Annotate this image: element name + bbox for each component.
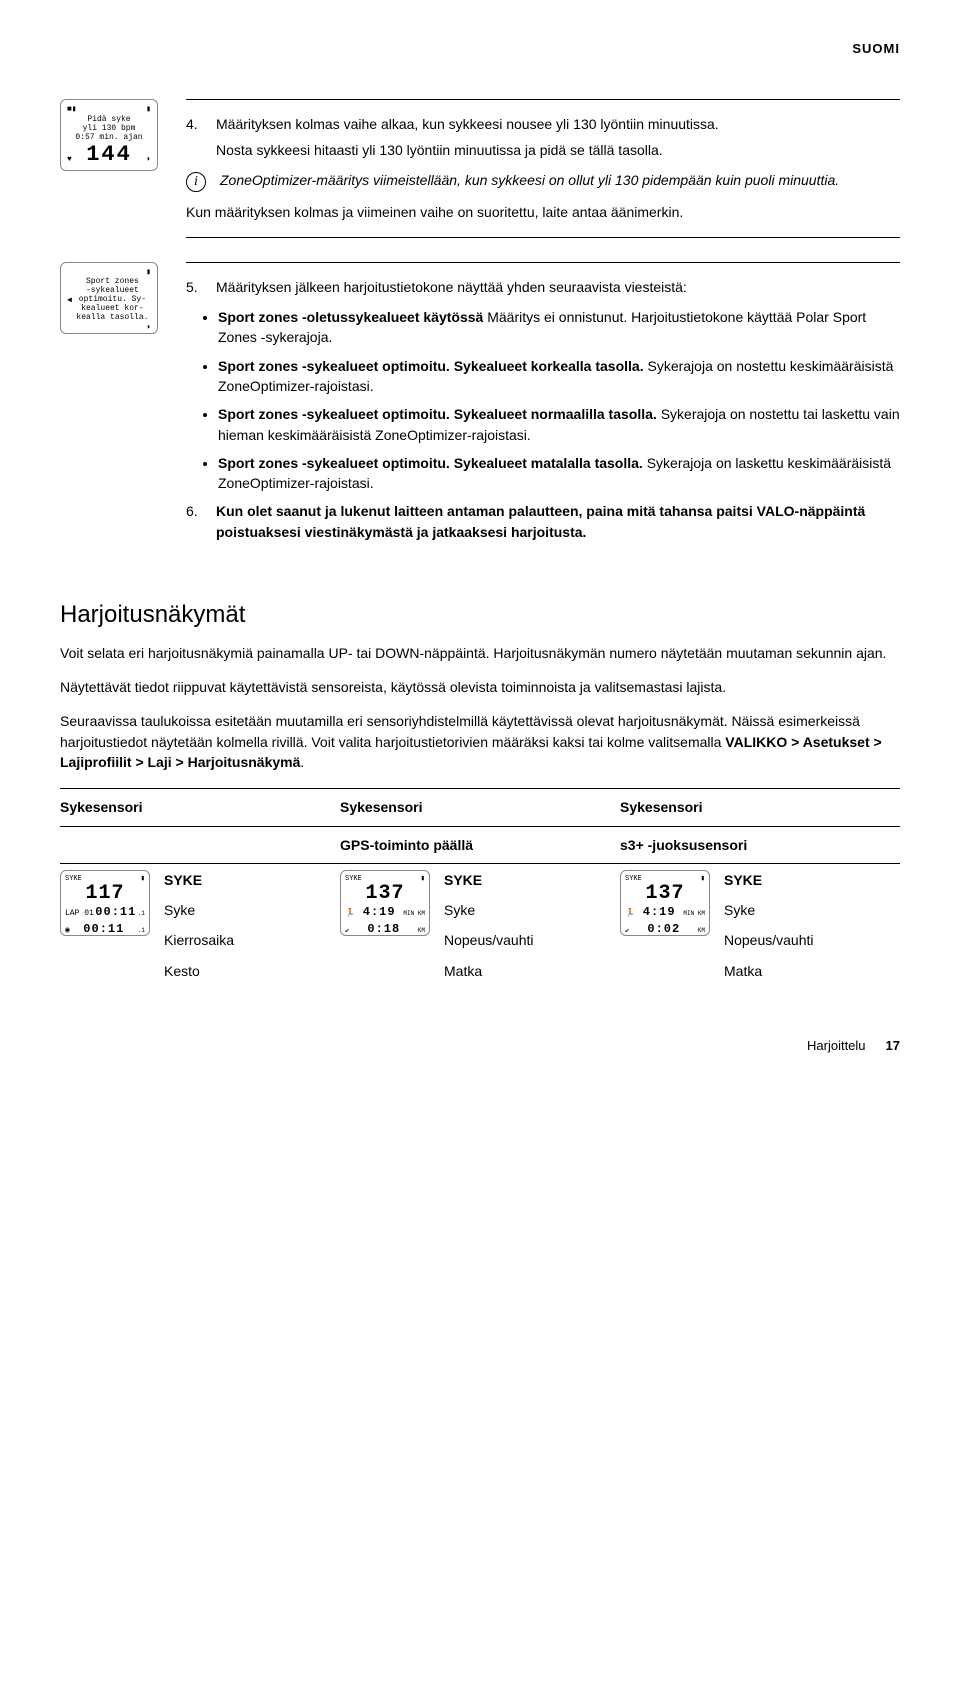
cell-2: SYKE▮ 137 🏃4:19MIN KM ↙0:18KM SYKE Syke …: [340, 863, 620, 987]
cell-2-info: SYKE Syke Nopeus/vauhti Matka: [444, 870, 534, 981]
step-5-block: ▮ ◀ Sport zones -sykealueet optimoitu. S…: [60, 262, 900, 552]
step-5-num: 5.: [186, 277, 204, 297]
sensor-table: Sykesensori Sykesensori Sykesensori GPS-…: [60, 788, 900, 987]
device-screen-1: ■▮ ▮ Pidä syke yli 130 bpm 0:57 min. aja…: [60, 99, 158, 171]
sub-3: s3+ -juoksusensori: [620, 826, 900, 863]
thumb1-text: Pidä syke yli 130 bpm 0:57 min. ajan: [67, 116, 151, 142]
hdr-1: Sykesensori: [60, 789, 340, 826]
hdr-2: Sykesensori: [340, 789, 620, 826]
cell-1-info: SYKE Syke Kierrosaika Kesto: [164, 870, 234, 981]
cell-3: SYKE▮ 137 🏃4:19MIN KM ↙0:02KM SYKE Syke …: [620, 863, 900, 987]
footer-page: 17: [886, 1037, 900, 1056]
step-4-content: 4. Määrityksen kolmas vaihe alkaa, kun s…: [186, 99, 900, 238]
language-label: SUOMI: [60, 40, 900, 59]
step-5-intro: Määrityksen jälkeen harjoitustietokone n…: [216, 277, 687, 297]
sub-2: GPS-toiminto päällä: [340, 826, 620, 863]
para-1: Voit selata eri harjoitusnäkymiä painama…: [60, 643, 900, 663]
cell-1: SYKE▮ 117 LAP 0100:11.1 ◉00:11.1 SYKE Sy…: [60, 863, 340, 987]
after-info-text: Kun määrityksen kolmas ja viimeinen vaih…: [186, 202, 900, 222]
page-footer: Harjoittelu 17: [60, 1037, 900, 1056]
cell-1-thumb: SYKE▮ 117 LAP 0100:11.1 ◉00:11.1: [60, 870, 150, 936]
thumb-1: ■▮ ▮ Pidä syke yli 130 bpm 0:57 min. aja…: [60, 99, 158, 238]
left-arrow-icon: ◀: [67, 295, 72, 307]
bullet-4: Sport zones -sykealueet optimoitu. Sykea…: [218, 453, 900, 494]
thumb2-text: Sport zones -sykealueet optimoitu. Sy- k…: [74, 278, 151, 322]
footer-section: Harjoittelu: [807, 1037, 866, 1056]
cell-2-thumb: SYKE▮ 137 🏃4:19MIN KM ↙0:18KM: [340, 870, 430, 936]
para-2: Näytettävät tiedot riippuvat käytettävis…: [60, 677, 900, 697]
half-moon-icon: ◗: [146, 322, 151, 334]
top-right-icon: ▮: [146, 104, 151, 116]
sub-1: [60, 826, 340, 863]
top-right-icon: ▮: [146, 267, 151, 279]
hr-value: 144: [86, 144, 132, 166]
table-header-row: Sykesensori Sykesensori Sykesensori: [60, 789, 900, 826]
cell1-hr: 117: [65, 884, 145, 904]
info-icon: i: [186, 172, 206, 192]
step-5-bullets: Sport zones -oletussykealueet käytössä M…: [186, 307, 900, 493]
step-6-text: Kun olet saanut ja lukenut laitteen anta…: [216, 501, 900, 542]
cell-3-thumb: SYKE▮ 137 🏃4:19MIN KM ↙0:02KM: [620, 870, 710, 936]
table-sub-row: GPS-toiminto päällä s3+ -juoksusensori: [60, 826, 900, 863]
hdr-3: Sykesensori: [620, 789, 900, 826]
cell-3-info: SYKE Syke Nopeus/vauhti Matka: [724, 870, 814, 981]
heart-icon: ♥: [67, 154, 72, 166]
step-4-text: Määrityksen kolmas vaihe alkaa, kun sykk…: [216, 114, 719, 161]
section-title: Harjoitusnäkymät: [60, 598, 900, 633]
step-6-num: 6.: [186, 501, 204, 542]
bullet-2: Sport zones -sykealueet optimoitu. Sykea…: [218, 356, 900, 397]
para-3: Seuraavissa taulukoissa esitetään muutam…: [60, 711, 900, 772]
bullet-1: Sport zones -oletussykealueet käytössä M…: [218, 307, 900, 348]
step-5-content: 5. Määrityksen jälkeen harjoitustietokon…: [186, 262, 900, 552]
table-data-row: SYKE▮ 117 LAP 0100:11.1 ◉00:11.1 SYKE Sy…: [60, 863, 900, 987]
thumb-2: ▮ ◀ Sport zones -sykealueet optimoitu. S…: [60, 262, 158, 552]
info-note: i ZoneOptimizer-määritys viimeistellään,…: [186, 170, 900, 192]
device-screen-2: ▮ ◀ Sport zones -sykealueet optimoitu. S…: [60, 262, 158, 334]
bullet-3: Sport zones -sykealueet optimoitu. Sykea…: [218, 404, 900, 445]
cell2-hr: 137: [345, 884, 425, 904]
step-4-num: 4.: [186, 114, 204, 161]
step-4-block: ■▮ ▮ Pidä syke yli 130 bpm 0:57 min. aja…: [60, 99, 900, 238]
battery-icon: ■▮: [67, 104, 77, 116]
info-text: ZoneOptimizer-määritys viimeistellään, k…: [220, 170, 839, 190]
cell3-hr: 137: [625, 884, 705, 904]
half-moon-icon: ◗: [146, 154, 151, 166]
